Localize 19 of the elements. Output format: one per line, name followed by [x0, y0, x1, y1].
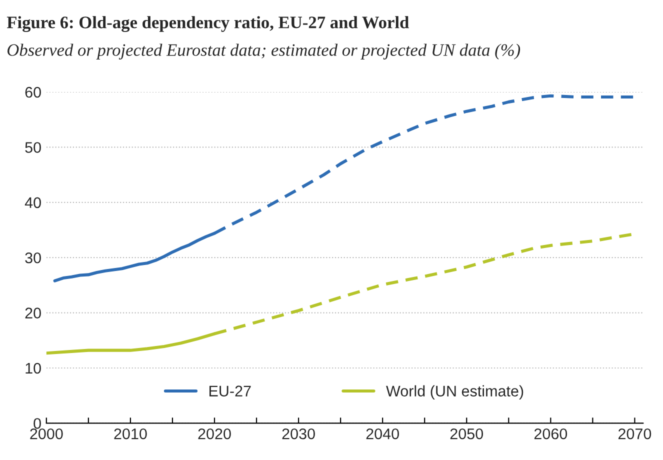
x-tick-label: 2030: [282, 428, 315, 440]
y-tick-label: 10: [26, 362, 41, 374]
x-tick-label: 2050: [450, 428, 484, 440]
x-tick-label: 2020: [198, 428, 231, 440]
y-tick-label: 60: [25, 86, 41, 98]
legend-label: World (UN estimate): [386, 385, 524, 400]
x-tick-label: 2060: [534, 428, 568, 440]
y-tick-label: 0: [34, 418, 41, 429]
x-tick-label: 2000: [30, 428, 63, 440]
chart-title: Figure 6: Old-age dependency ratio, EU-27 and World: [6, 16, 409, 32]
x-tick-label: 2040: [366, 428, 399, 440]
chart-subtitle: Observed or projected Eurostat data; estimated or projected UN data (%): [8, 44, 520, 60]
y-tick-label: 20: [25, 308, 41, 318]
y-tick-label: 50: [25, 142, 41, 153]
y-tick-label: 40: [24, 197, 41, 208]
x-tick-label: 2070: [618, 428, 652, 440]
x-tick-label: 2010: [114, 428, 147, 440]
legend-label: EU-27: [209, 386, 251, 396]
y-tick-label: 30: [25, 252, 41, 264]
